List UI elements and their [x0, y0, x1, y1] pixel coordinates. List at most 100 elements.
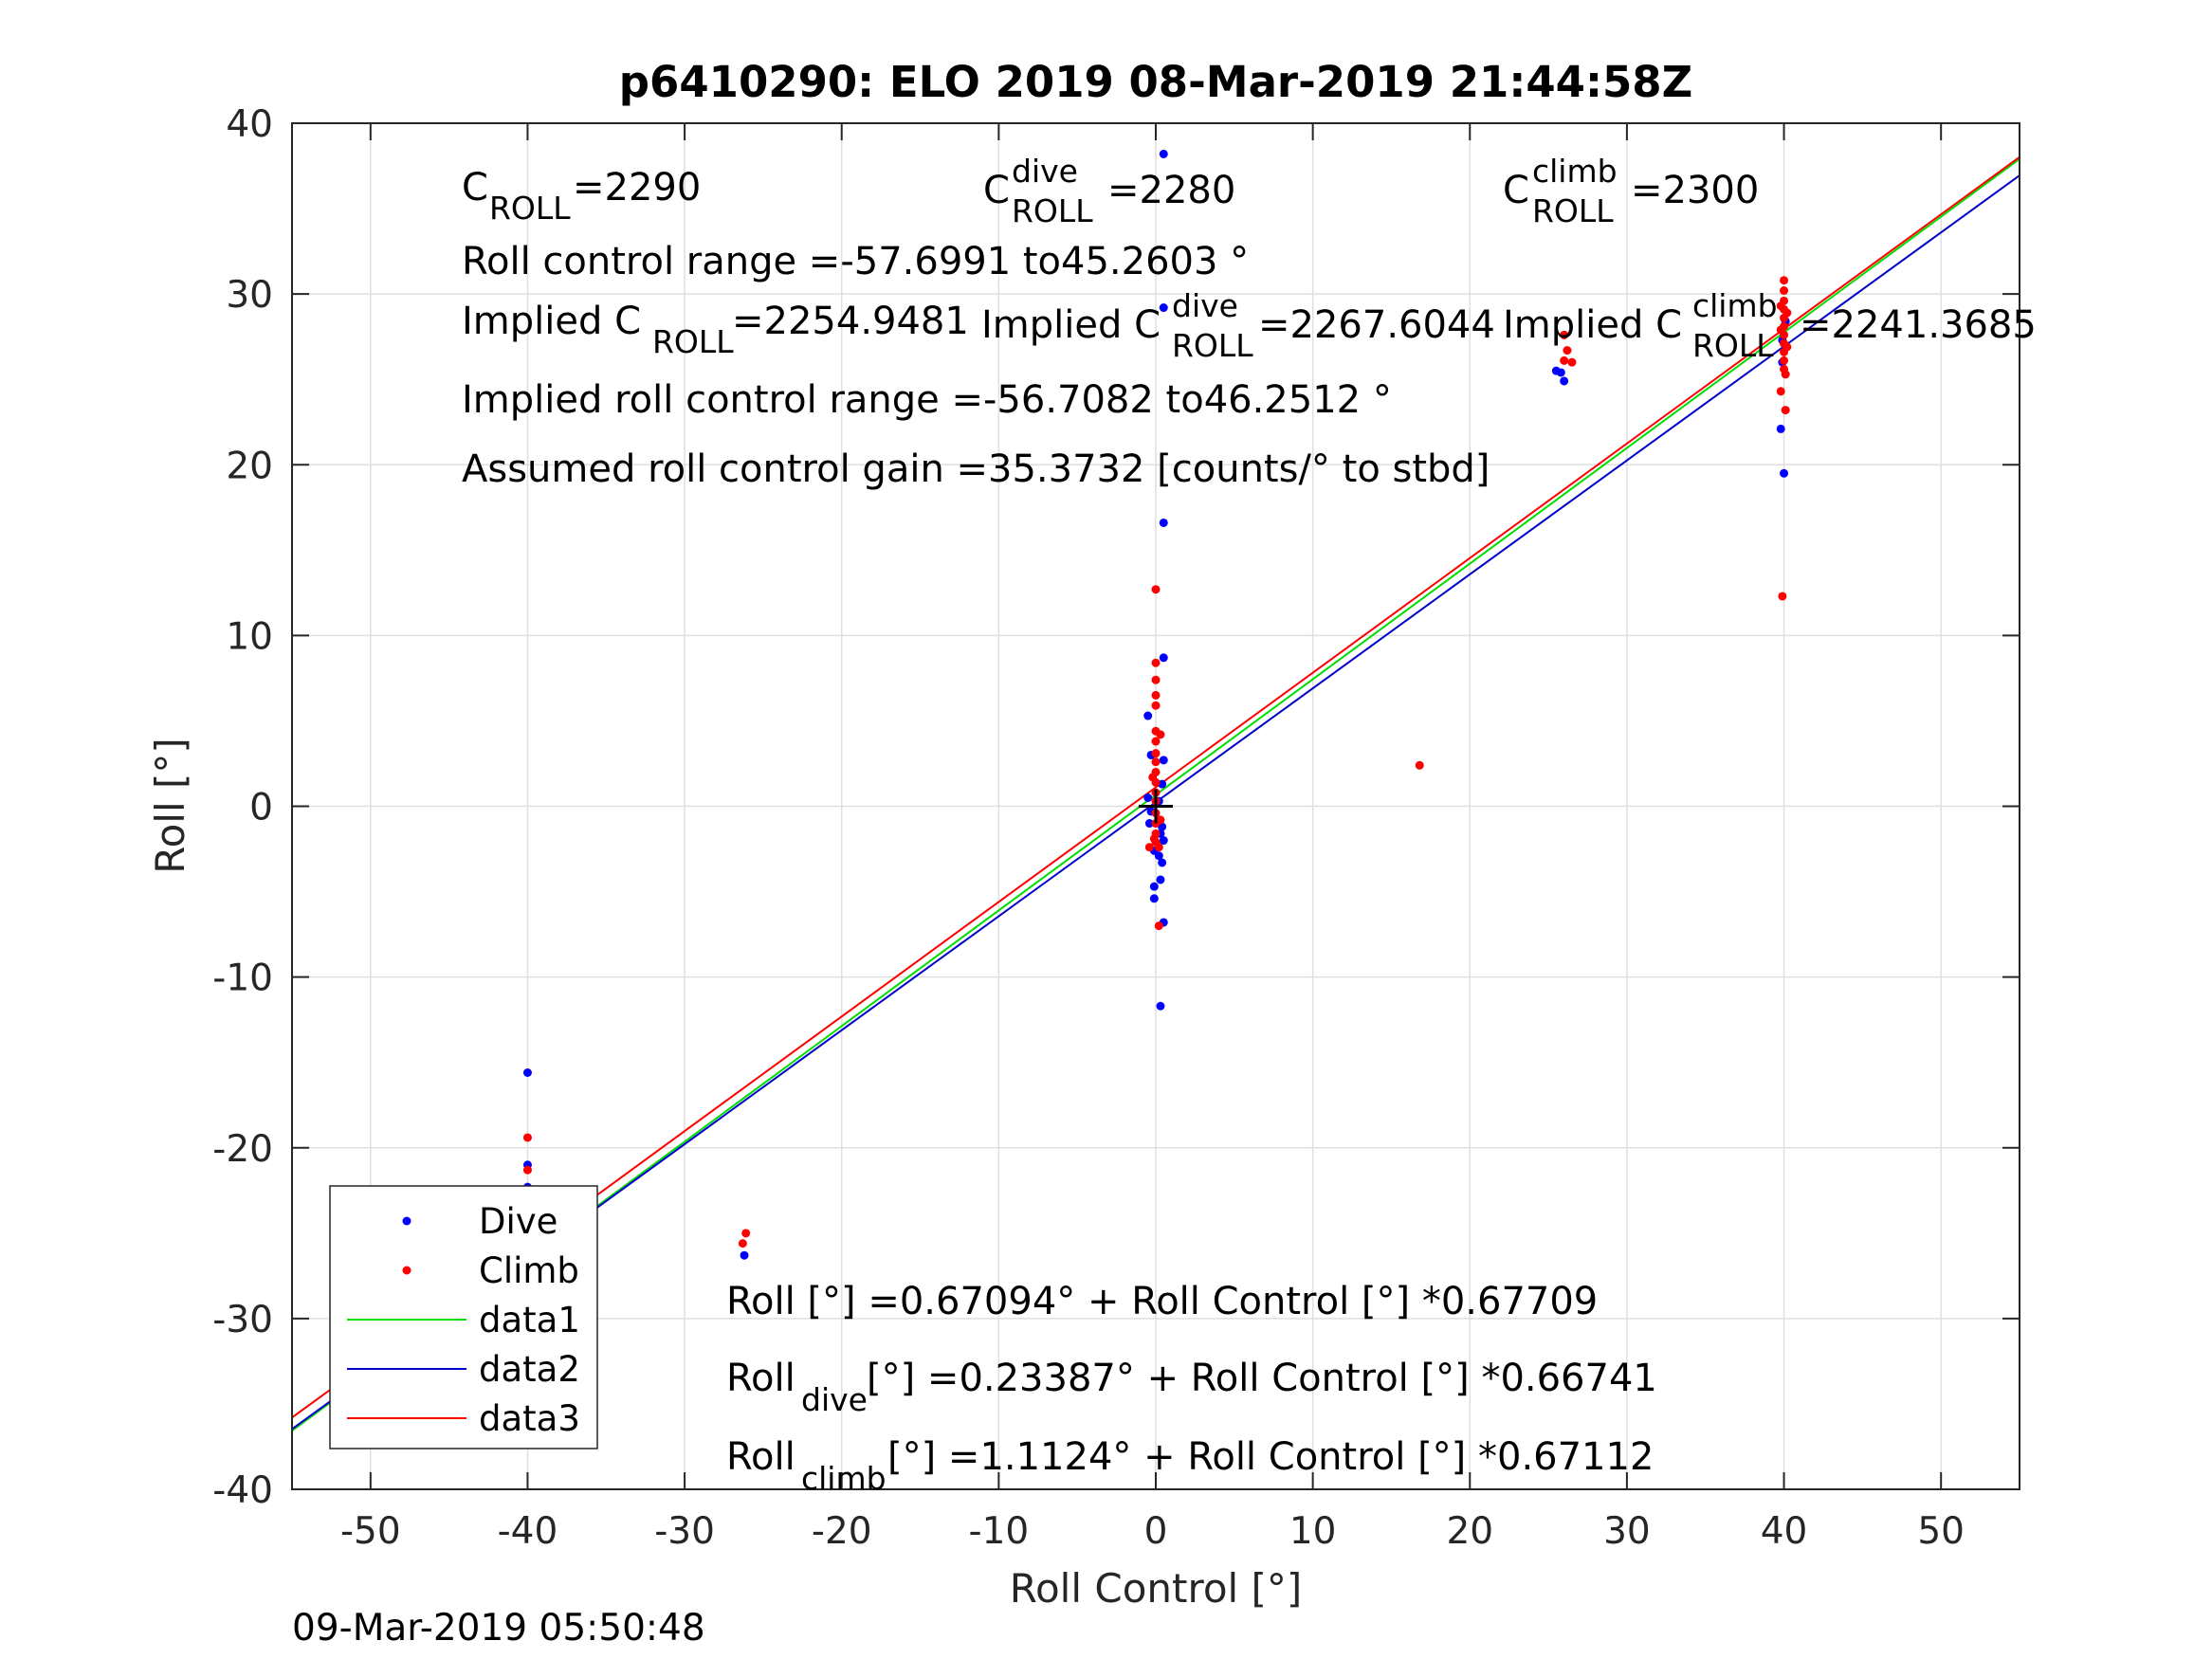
- climb-point: [1151, 658, 1161, 667]
- y-tick-label: -20: [212, 1128, 273, 1171]
- svg-text:Implied C: Implied C: [981, 303, 1161, 347]
- roll-control-range-text: Roll control range =-57.6991 to45.2603 °: [462, 240, 1249, 283]
- climb-point: [1781, 370, 1790, 379]
- svg-text:[°] =0.23387° + Roll Control [: [°] =0.23387° + Roll Control [°] *0.6674…: [867, 1357, 1657, 1400]
- climb-point: [1151, 690, 1161, 700]
- climb-point: [1776, 387, 1785, 396]
- svg-text:C: C: [1503, 169, 1529, 212]
- dive-point: [1144, 819, 1154, 829]
- x-tick-labels: -50 -40 -30 -20 -10 0 10 20 30 40 50: [340, 1510, 1965, 1553]
- svg-text:climb: climb: [1692, 287, 1778, 324]
- climb-point: [1780, 286, 1789, 296]
- legend-box: [329, 1185, 598, 1449]
- climb-point: [1156, 730, 1165, 739]
- fit-equation-dive: Roll dive [°] =0.23387° + Roll Control […: [726, 1357, 1657, 1418]
- climb-point: [1151, 749, 1161, 758]
- svg-text:=2290: =2290: [573, 166, 701, 210]
- legend-label: data2: [479, 1349, 580, 1390]
- fit-equation-climb: Roll climb [°] =1.1124° + Roll Control […: [726, 1435, 1654, 1497]
- svg-text:=2300: =2300: [1631, 169, 1759, 212]
- axes-box: [291, 122, 2020, 1490]
- climb-point: [522, 1133, 532, 1142]
- dive-point: [1159, 303, 1168, 313]
- dive-point: [1158, 858, 1167, 867]
- climb-point: [1776, 301, 1785, 311]
- dive-point: [522, 1067, 532, 1077]
- climb-point: [1151, 757, 1161, 767]
- legend-label: Dive: [479, 1201, 558, 1242]
- climb-point: [1154, 843, 1163, 852]
- x-tick-label: 50: [1917, 1510, 1965, 1553]
- y-tick-label: 10: [226, 615, 273, 658]
- climb-point: [1567, 357, 1577, 367]
- legend: Dive Climb data1 data2 data3: [329, 1185, 598, 1449]
- dive-point: [1780, 468, 1789, 478]
- y-tick-label: 20: [226, 445, 273, 487]
- x-tick-label: 30: [1603, 1510, 1651, 1553]
- climb-point: [1151, 675, 1161, 684]
- climb-point: [1151, 737, 1161, 746]
- dive-point: [1159, 653, 1168, 663]
- x-tick-label: 0: [1144, 1510, 1168, 1553]
- svg-text:climb: climb: [1532, 153, 1618, 190]
- climb-point: [1151, 585, 1161, 594]
- x-tick-label: -10: [969, 1510, 1030, 1553]
- climb-point: [1782, 308, 1792, 318]
- legend-label: data1: [479, 1300, 580, 1340]
- annotation-c-roll-climb: C climb ROLL =2300: [1503, 153, 1759, 229]
- climb-point: [1776, 325, 1785, 335]
- dive-point: [1156, 875, 1165, 884]
- y-tick-label: -30: [212, 1299, 273, 1341]
- climb-point: [1149, 834, 1159, 844]
- y-tick-label: 0: [249, 787, 273, 830]
- dive-point: [1159, 756, 1168, 765]
- y-tick-label: -40: [212, 1469, 273, 1512]
- dive-point: [1154, 851, 1163, 861]
- climb-point: [1144, 843, 1154, 852]
- x-tick-label: -30: [654, 1510, 715, 1553]
- svg-text:C: C: [462, 166, 488, 210]
- y-axis-label: Roll [°]: [147, 738, 193, 873]
- x-tick-label: -40: [498, 1510, 558, 1553]
- climb-point: [1560, 356, 1569, 365]
- svg-text:ROLL: ROLL: [1012, 192, 1093, 229]
- svg-text:ROLL: ROLL: [489, 190, 571, 227]
- svg-text:climb: climb: [801, 1460, 887, 1497]
- dive-point: [1560, 376, 1569, 386]
- climb-point: [1148, 773, 1158, 782]
- legend-label: data3: [479, 1398, 580, 1439]
- dive-point: [1159, 518, 1168, 527]
- annotation-implied-c-roll-dive: Implied C dive ROLL =2267.6044: [981, 287, 1495, 364]
- svg-text:=2241.3685: =2241.3685: [1800, 303, 2037, 347]
- climb-point: [1782, 342, 1792, 352]
- dive-point: [740, 1250, 749, 1260]
- annotation-c-roll: C ROLL =2290: [462, 166, 701, 227]
- x-tick-label: -50: [340, 1510, 401, 1553]
- y-tick-label: -10: [212, 957, 273, 1000]
- x-tick-label: 10: [1289, 1510, 1337, 1553]
- climb-point: [1560, 330, 1569, 339]
- annotation-implied-c-roll-climb: Implied C climb ROLL =2241.3685: [1503, 287, 2037, 364]
- svg-text:dive: dive: [1012, 153, 1078, 190]
- climb-point: [1156, 815, 1165, 825]
- svg-text:Implied C: Implied C: [1503, 303, 1682, 347]
- dive-point: [1159, 149, 1168, 158]
- dive-point: [1156, 1001, 1165, 1011]
- dive-point: [1149, 894, 1159, 903]
- legend-label: Climb: [479, 1250, 579, 1291]
- svg-text:dive: dive: [1172, 287, 1238, 324]
- svg-text:Roll: Roll: [726, 1357, 795, 1400]
- dive-point: [1143, 793, 1153, 802]
- x-tick-label: 20: [1446, 1510, 1493, 1553]
- dive-point: [1159, 836, 1168, 846]
- annotation-implied-c-roll: Implied C ROLL =2254.9481: [462, 300, 969, 360]
- roll-control-gain-text: Assumed roll control gain =35.3732 [coun…: [462, 447, 1490, 491]
- dive-point: [1776, 424, 1785, 433]
- svg-text:[°] =1.1124° + Roll Control [°: [°] =1.1124° + Roll Control [°] *0.67112: [887, 1435, 1654, 1479]
- y-tick-label: 40: [226, 103, 273, 146]
- svg-text:Implied C: Implied C: [462, 300, 641, 343]
- climb-point: [1415, 760, 1424, 770]
- climb-point: [1151, 701, 1161, 710]
- climb-point: [1154, 921, 1163, 931]
- dive-point: [1158, 822, 1167, 831]
